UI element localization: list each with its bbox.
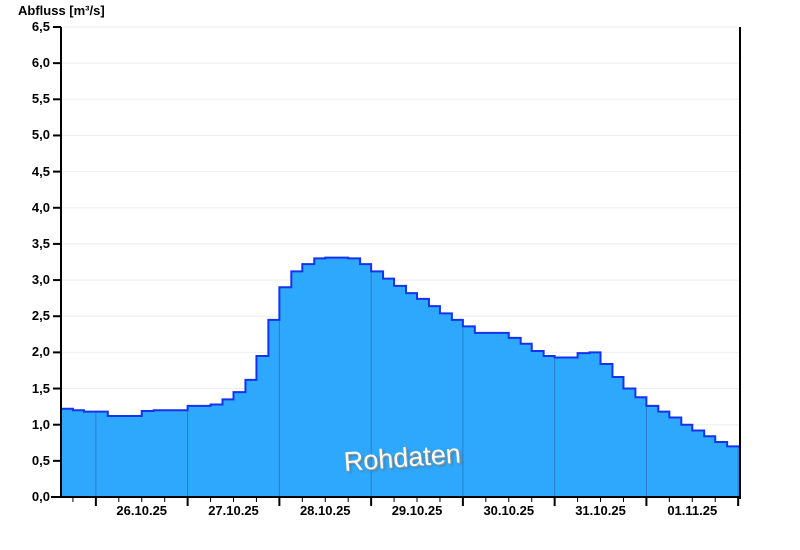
- x-tick-label: 28.10.25: [299, 503, 351, 518]
- y-tick-label: 3,5: [31, 235, 50, 251]
- axis-lines: [51, 27, 741, 499]
- x-tick-label: 30.10.25: [483, 503, 535, 518]
- y-tick-label: 6,5: [31, 19, 50, 34]
- day-boundary-lines: [95, 264, 739, 497]
- y-tick-label: 5,0: [31, 127, 50, 143]
- axis-ticks: [53, 26, 740, 506]
- y-tick-label: 3,0: [31, 272, 50, 288]
- y-tick-label: 1,5: [31, 380, 50, 396]
- y-tick-label: 4,5: [31, 163, 50, 179]
- x-tick-label: 01.11.25: [667, 503, 718, 518]
- y-tick-label: 5,5: [31, 91, 50, 107]
- series-area-fill: [61, 257, 740, 497]
- x-tick-label: 26.10.25: [116, 503, 168, 518]
- y-tick-label: 2,5: [31, 308, 50, 324]
- series-step-line: [61, 256, 741, 448]
- y-tick-label: 0,5: [31, 452, 50, 468]
- y-tick-label: 1,0: [31, 416, 50, 432]
- y-tick-label: 6,0: [31, 55, 50, 71]
- x-tick-label: 27.10.25: [208, 503, 259, 518]
- y-tick-label: 4,0: [31, 199, 50, 215]
- x-tick-label: 29.10.25: [391, 503, 443, 518]
- y-tick-label: 2,0: [31, 344, 50, 360]
- y-axis-title: Abfluss [m³/s]: [18, 3, 105, 18]
- y-tick-label: 0,0: [31, 489, 50, 504]
- x-tick-label: 31.10.25: [575, 503, 626, 518]
